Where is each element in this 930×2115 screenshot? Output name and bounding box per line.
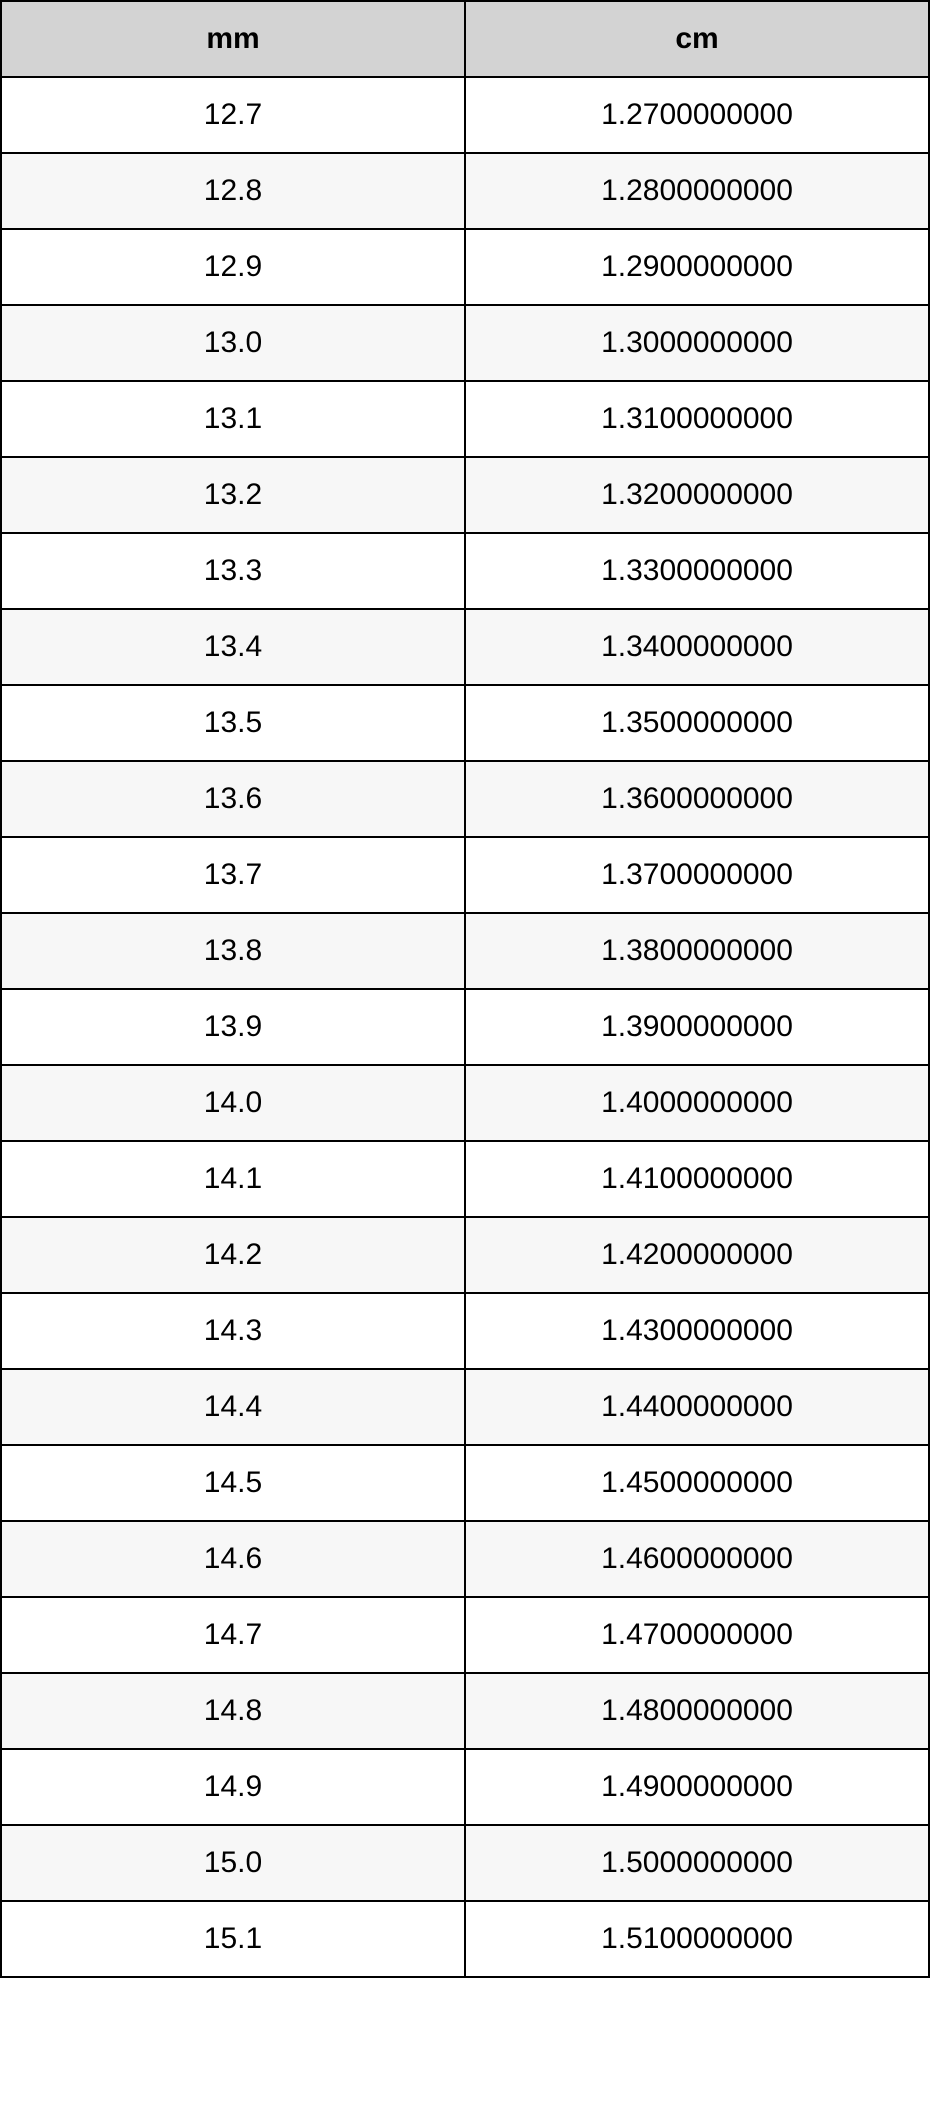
table-row: 13.8 1.3800000000 [1, 913, 929, 989]
cell-cm: 1.4400000000 [465, 1369, 929, 1445]
table-row: 14.1 1.4100000000 [1, 1141, 929, 1217]
cell-cm: 1.5000000000 [465, 1825, 929, 1901]
cell-mm: 14.1 [1, 1141, 465, 1217]
cell-cm: 1.4100000000 [465, 1141, 929, 1217]
cell-cm: 1.2700000000 [465, 77, 929, 153]
table-header-row: mm cm [1, 1, 929, 77]
cell-mm: 13.2 [1, 457, 465, 533]
cell-mm: 14.2 [1, 1217, 465, 1293]
cell-cm: 1.3400000000 [465, 609, 929, 685]
cell-cm: 1.2900000000 [465, 229, 929, 305]
table-row: 14.7 1.4700000000 [1, 1597, 929, 1673]
cell-mm: 13.1 [1, 381, 465, 457]
cell-cm: 1.4700000000 [465, 1597, 929, 1673]
table-row: 13.7 1.3700000000 [1, 837, 929, 913]
cell-cm: 1.3300000000 [465, 533, 929, 609]
cell-mm: 13.6 [1, 761, 465, 837]
cell-mm: 13.4 [1, 609, 465, 685]
cell-mm: 15.1 [1, 1901, 465, 1977]
cell-cm: 1.3600000000 [465, 761, 929, 837]
cell-cm: 1.4600000000 [465, 1521, 929, 1597]
cell-mm: 14.7 [1, 1597, 465, 1673]
table-row: 12.8 1.2800000000 [1, 153, 929, 229]
cell-mm: 13.0 [1, 305, 465, 381]
cell-mm: 13.8 [1, 913, 465, 989]
cell-mm: 14.5 [1, 1445, 465, 1521]
cell-mm: 12.7 [1, 77, 465, 153]
cell-mm: 13.7 [1, 837, 465, 913]
cell-mm: 12.8 [1, 153, 465, 229]
cell-mm: 14.6 [1, 1521, 465, 1597]
table-row: 14.9 1.4900000000 [1, 1749, 929, 1825]
table-row: 13.9 1.3900000000 [1, 989, 929, 1065]
cell-cm: 1.3700000000 [465, 837, 929, 913]
table-row: 13.2 1.3200000000 [1, 457, 929, 533]
table-row: 14.3 1.4300000000 [1, 1293, 929, 1369]
table-row: 13.4 1.3400000000 [1, 609, 929, 685]
table-row: 15.0 1.5000000000 [1, 1825, 929, 1901]
cell-cm: 1.3100000000 [465, 381, 929, 457]
cell-cm: 1.3000000000 [465, 305, 929, 381]
table-row: 14.2 1.4200000000 [1, 1217, 929, 1293]
table-row: 15.1 1.5100000000 [1, 1901, 929, 1977]
table-row: 13.5 1.3500000000 [1, 685, 929, 761]
cell-cm: 1.3200000000 [465, 457, 929, 533]
table-row: 14.8 1.4800000000 [1, 1673, 929, 1749]
cell-cm: 1.5100000000 [465, 1901, 929, 1977]
cell-cm: 1.4000000000 [465, 1065, 929, 1141]
cell-mm: 13.3 [1, 533, 465, 609]
table-row: 13.6 1.3600000000 [1, 761, 929, 837]
cell-cm: 1.2800000000 [465, 153, 929, 229]
table-row: 14.0 1.4000000000 [1, 1065, 929, 1141]
cell-cm: 1.3500000000 [465, 685, 929, 761]
cell-mm: 14.0 [1, 1065, 465, 1141]
cell-cm: 1.4900000000 [465, 1749, 929, 1825]
cell-mm: 12.9 [1, 229, 465, 305]
cell-mm: 13.9 [1, 989, 465, 1065]
cell-cm: 1.4300000000 [465, 1293, 929, 1369]
cell-cm: 1.3800000000 [465, 913, 929, 989]
table-row: 12.7 1.2700000000 [1, 77, 929, 153]
cell-cm: 1.4500000000 [465, 1445, 929, 1521]
cell-mm: 14.8 [1, 1673, 465, 1749]
cell-mm: 14.9 [1, 1749, 465, 1825]
column-header-cm: cm [465, 1, 929, 77]
cell-mm: 14.3 [1, 1293, 465, 1369]
table-row: 13.1 1.3100000000 [1, 381, 929, 457]
cell-cm: 1.4200000000 [465, 1217, 929, 1293]
cell-mm: 15.0 [1, 1825, 465, 1901]
cell-cm: 1.4800000000 [465, 1673, 929, 1749]
column-header-mm: mm [1, 1, 465, 77]
table-row: 12.9 1.2900000000 [1, 229, 929, 305]
cell-mm: 14.4 [1, 1369, 465, 1445]
cell-mm: 13.5 [1, 685, 465, 761]
table-row: 14.5 1.4500000000 [1, 1445, 929, 1521]
conversion-table: mm cm 12.7 1.2700000000 12.8 1.280000000… [0, 0, 930, 1978]
table-row: 14.6 1.4600000000 [1, 1521, 929, 1597]
table-row: 13.0 1.3000000000 [1, 305, 929, 381]
table-row: 14.4 1.4400000000 [1, 1369, 929, 1445]
cell-cm: 1.3900000000 [465, 989, 929, 1065]
table-row: 13.3 1.3300000000 [1, 533, 929, 609]
